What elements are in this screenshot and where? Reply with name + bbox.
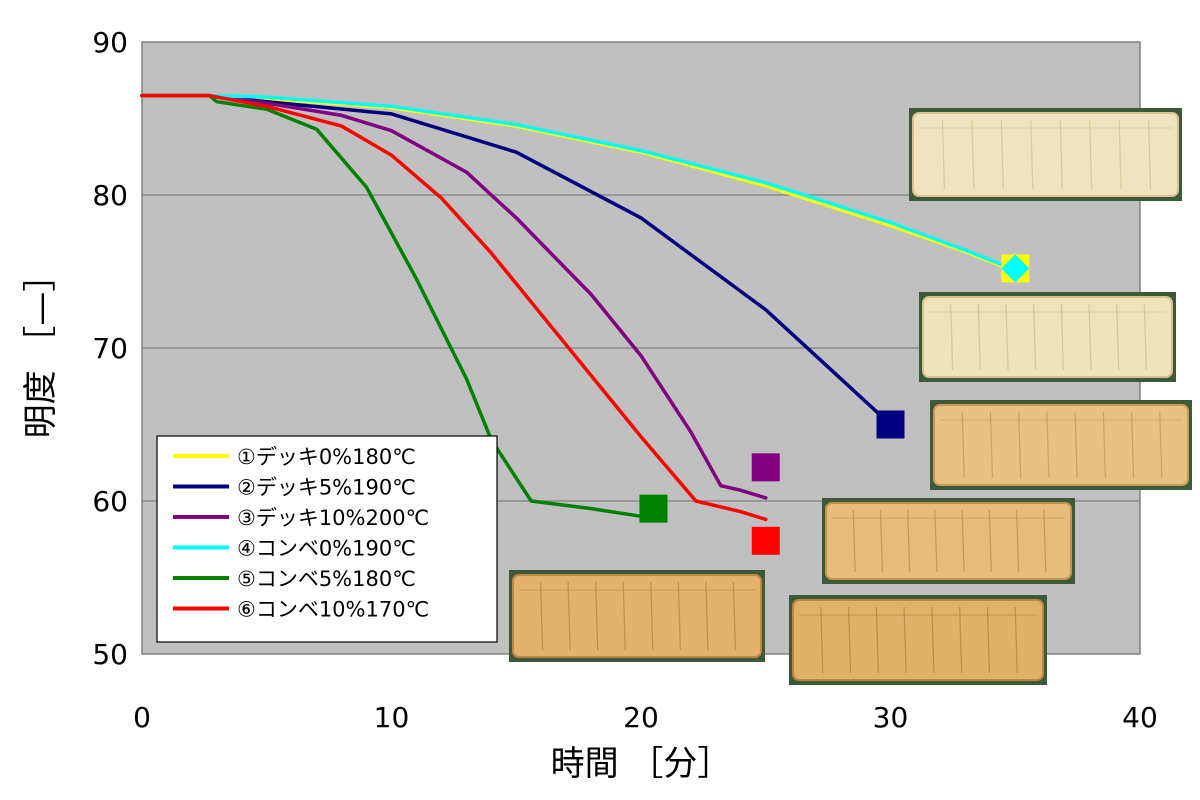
y-tick-labels: 50 60 70 80 90 bbox=[92, 26, 128, 671]
x-tick-labels: 0 10 20 30 40 bbox=[133, 701, 1158, 734]
legend-label-4: ④コンベ0%190℃ bbox=[237, 537, 416, 561]
x-tick-label: 0 bbox=[133, 701, 151, 734]
bread-photo-3 bbox=[930, 400, 1192, 490]
legend-label-5: ⑤コンベ5%180℃ bbox=[237, 567, 416, 591]
bread-photo-2 bbox=[919, 292, 1176, 382]
legend-label-3: ③デッキ10%200℃ bbox=[237, 506, 429, 530]
x-tick-label: 40 bbox=[1122, 701, 1158, 734]
end-marker-4 bbox=[1001, 254, 1030, 283]
legend-label-6: ⑥コンベ10%170℃ bbox=[237, 598, 429, 622]
series-line-5 bbox=[140, 93, 643, 519]
series-lines bbox=[140, 93, 1018, 522]
y-tick-label: 90 bbox=[92, 26, 128, 59]
end-marker-6 bbox=[751, 526, 780, 555]
legend: ①デッキ0%180℃ ②デッキ5%190℃ ③デッキ10%200℃ ④コンベ0%190… bbox=[156, 435, 498, 643]
series-line-4 bbox=[140, 93, 1018, 272]
bread-photo-6 bbox=[789, 595, 1047, 685]
end-marker-2 bbox=[876, 410, 905, 439]
x-axis-title: 時間 ［分］ bbox=[551, 744, 732, 784]
legend-label-1: ①デッキ0%180℃ bbox=[237, 445, 416, 469]
y-axis-title: 明度 ［—］ bbox=[21, 258, 61, 439]
x-tick-label: 10 bbox=[374, 701, 410, 734]
y-tick-label: 60 bbox=[92, 485, 128, 518]
bread-photo-5 bbox=[509, 570, 765, 662]
bread-photo-4 bbox=[822, 498, 1075, 584]
end-markers bbox=[639, 254, 1030, 555]
y-tick-label: 80 bbox=[92, 179, 128, 212]
end-marker-5 bbox=[639, 494, 668, 523]
series-line-3 bbox=[140, 93, 768, 500]
legend-label-2: ②デッキ5%190℃ bbox=[237, 476, 416, 500]
bread-photo-1 bbox=[909, 108, 1182, 201]
x-tick-label: 20 bbox=[623, 701, 659, 734]
bread-photos bbox=[509, 108, 1192, 685]
x-tick-label: 30 bbox=[873, 701, 909, 734]
y-tick-label: 70 bbox=[92, 332, 128, 365]
series-line-6 bbox=[140, 93, 768, 522]
y-tick-label: 50 bbox=[92, 638, 128, 671]
end-marker-3 bbox=[751, 453, 780, 482]
